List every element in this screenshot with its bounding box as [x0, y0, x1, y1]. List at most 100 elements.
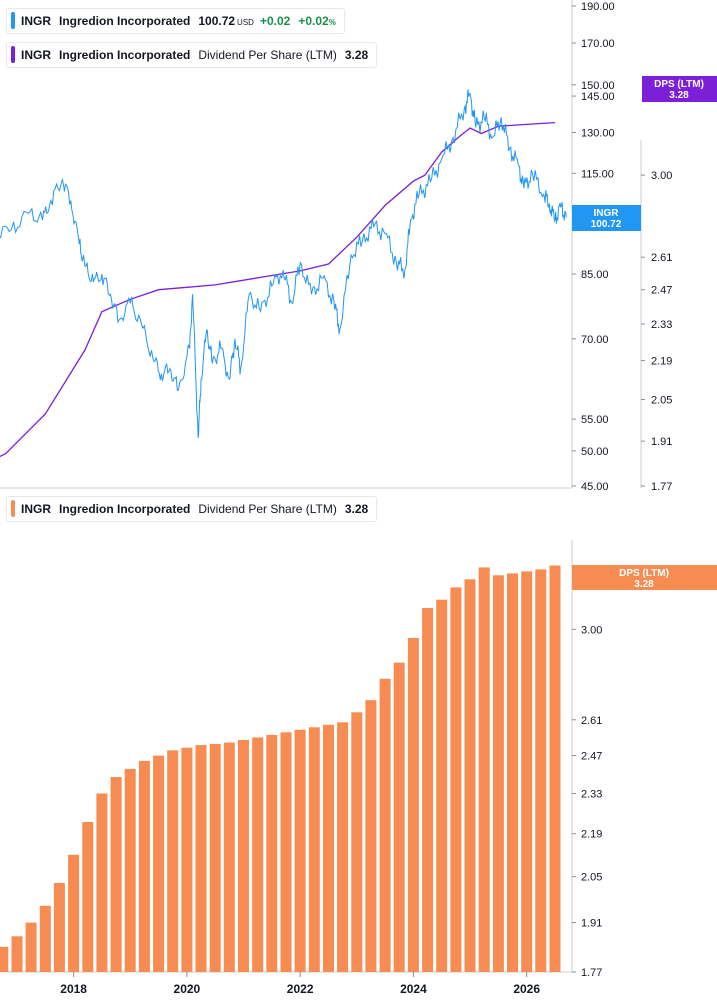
- price-line-series: [0, 89, 567, 438]
- bottom-axis-tick-label: 2.19: [581, 829, 602, 841]
- dps-bar: [337, 722, 349, 972]
- dps-bar-series: [0, 565, 561, 972]
- legend-company-name: Ingredion Incorporated: [59, 48, 191, 62]
- dps-bar: [39, 905, 51, 972]
- dps-bar: [365, 700, 377, 972]
- dps-bar: [308, 727, 320, 972]
- dps-bar: [549, 565, 561, 972]
- dps-axis-tick-label: 2.19: [651, 356, 672, 368]
- time-axis-label: 2020: [174, 982, 201, 996]
- bottom-axis-tick-label: 1.91: [581, 918, 602, 930]
- dps-tag-bottom-value: 3.28: [634, 579, 654, 590]
- dps-tag-bottom-label: DPS (LTM): [619, 568, 669, 579]
- dps-bar: [450, 587, 462, 972]
- price-axis-tick-label: 170.00: [581, 38, 615, 50]
- dps-bar: [82, 822, 94, 972]
- dps-bar: [478, 567, 490, 972]
- bottom-axis-tick-label: 1.77: [581, 967, 602, 979]
- legend-change-pct-value: +0.02: [298, 14, 329, 28]
- dps-bar: [407, 638, 419, 972]
- dps-tag-top-label: DPS (LTM): [654, 79, 704, 90]
- dps-bar: [167, 750, 179, 972]
- bottom-axis-tick-label: 2.05: [581, 872, 602, 884]
- price-legend[interactable]: INGR Ingredion Incorporated 100.72 USD +…: [6, 8, 345, 34]
- dps-line-series: [0, 121, 556, 458]
- dps-bar: [25, 922, 37, 972]
- dps-bar: [252, 737, 264, 972]
- bottom-axis-tick-label: 2.47: [581, 751, 602, 763]
- dps-axis-tick-label: 2.05: [651, 394, 672, 406]
- dps-bar: [110, 777, 122, 972]
- price-legend-color-bar: [11, 12, 15, 29]
- dps-bar: [96, 793, 108, 972]
- dps-bar: [379, 678, 391, 972]
- price-axis-tick-label: 115.00: [581, 168, 614, 180]
- dps-bar: [209, 743, 221, 972]
- dps-bar: [153, 755, 165, 972]
- dps-legend-bottom[interactable]: INGR Ingredion Incorporated Dividend Per…: [6, 496, 378, 522]
- dps-bar: [138, 760, 150, 972]
- legend-metric-name: Dividend Per Share (LTM): [198, 502, 337, 516]
- dps-bar: [492, 575, 504, 972]
- dps-bar: [181, 747, 193, 972]
- dps-bar: [266, 734, 278, 972]
- price-axis-tick-label: 50.00: [581, 446, 609, 458]
- price-axis-tick-label: 85.00: [581, 269, 609, 281]
- bottom-axis-tick-label: 2.61: [581, 715, 602, 727]
- price-axis-tick-label: 45.00: [581, 481, 609, 493]
- bottom-axis-tick-label: 2.33: [581, 788, 602, 800]
- dps-tag-top-box: [642, 76, 717, 102]
- dps-axis-tick-label: 2.47: [651, 285, 672, 297]
- dps-bar: [68, 854, 80, 972]
- dps-axis-tick-label: 2.61: [651, 252, 672, 264]
- price-axis-tick-label: 130.00: [581, 127, 615, 139]
- legend-ticker: INGR: [21, 48, 51, 62]
- dps-legend-top[interactable]: INGR Ingredion Incorporated Dividend Per…: [6, 42, 378, 68]
- price-axis-tick-label: 55.00: [581, 414, 609, 426]
- dps-bar: [0, 946, 9, 972]
- dps-axis-tick-label: 2.33: [651, 319, 672, 331]
- legend-ticker: INGR: [21, 14, 51, 28]
- dps-legend-top-color-bar: [11, 46, 15, 63]
- legend-price-change: +0.02: [259, 14, 291, 28]
- dps-bar: [436, 599, 448, 972]
- dps-bar: [294, 729, 306, 972]
- legend-currency: USD: [237, 17, 254, 27]
- dps-axis-tick-label: 3.00: [651, 170, 672, 182]
- dps-bar: [393, 662, 405, 972]
- price-tag-ticker: INGR: [594, 208, 620, 219]
- dps-tag-top-value: 3.28: [669, 90, 689, 101]
- legend-ticker: INGR: [21, 502, 51, 516]
- legend-price-change-pct: +0.02%: [298, 14, 336, 28]
- dps-axis-tick-label: 1.91: [651, 436, 672, 448]
- dps-axis-tick-label: 1.77: [651, 481, 672, 493]
- dps-bar: [280, 732, 292, 972]
- time-axis-label: 2022: [287, 982, 314, 996]
- legend-pct-sign: %: [328, 18, 336, 27]
- price-axis-tick-label: 150.00: [581, 80, 615, 92]
- dps-bar: [351, 712, 363, 972]
- price-tag-value: 100.72: [591, 219, 622, 230]
- legend-company-name: Ingredion Incorporated: [59, 14, 191, 28]
- time-axis-label: 2018: [60, 982, 87, 996]
- dps-legend-bottom-color-bar: [11, 500, 15, 517]
- dps-bar: [464, 579, 476, 972]
- dps-bar: [124, 768, 136, 972]
- dps-bar: [11, 936, 23, 972]
- price-tag-box: [572, 205, 641, 231]
- dps-tag-bottom-box: [572, 565, 717, 590]
- legend-price-value: 100.72: [198, 14, 236, 28]
- price-axis-tick-label: 70.00: [581, 334, 609, 346]
- dps-bar: [195, 745, 207, 972]
- dps-bar: [223, 742, 235, 972]
- time-axis-label: 2026: [513, 982, 540, 996]
- dps-bar: [521, 571, 533, 972]
- legend-metric-value: 3.28: [344, 48, 369, 62]
- price-tags: INGR 100.72 DPS (LTM) 3.28 DPS (LTM) 3.2…: [572, 76, 717, 590]
- dps-bar: [323, 724, 334, 972]
- dps-bar: [53, 883, 65, 972]
- dps-bar: [422, 608, 434, 972]
- dps-bar: [507, 573, 518, 972]
